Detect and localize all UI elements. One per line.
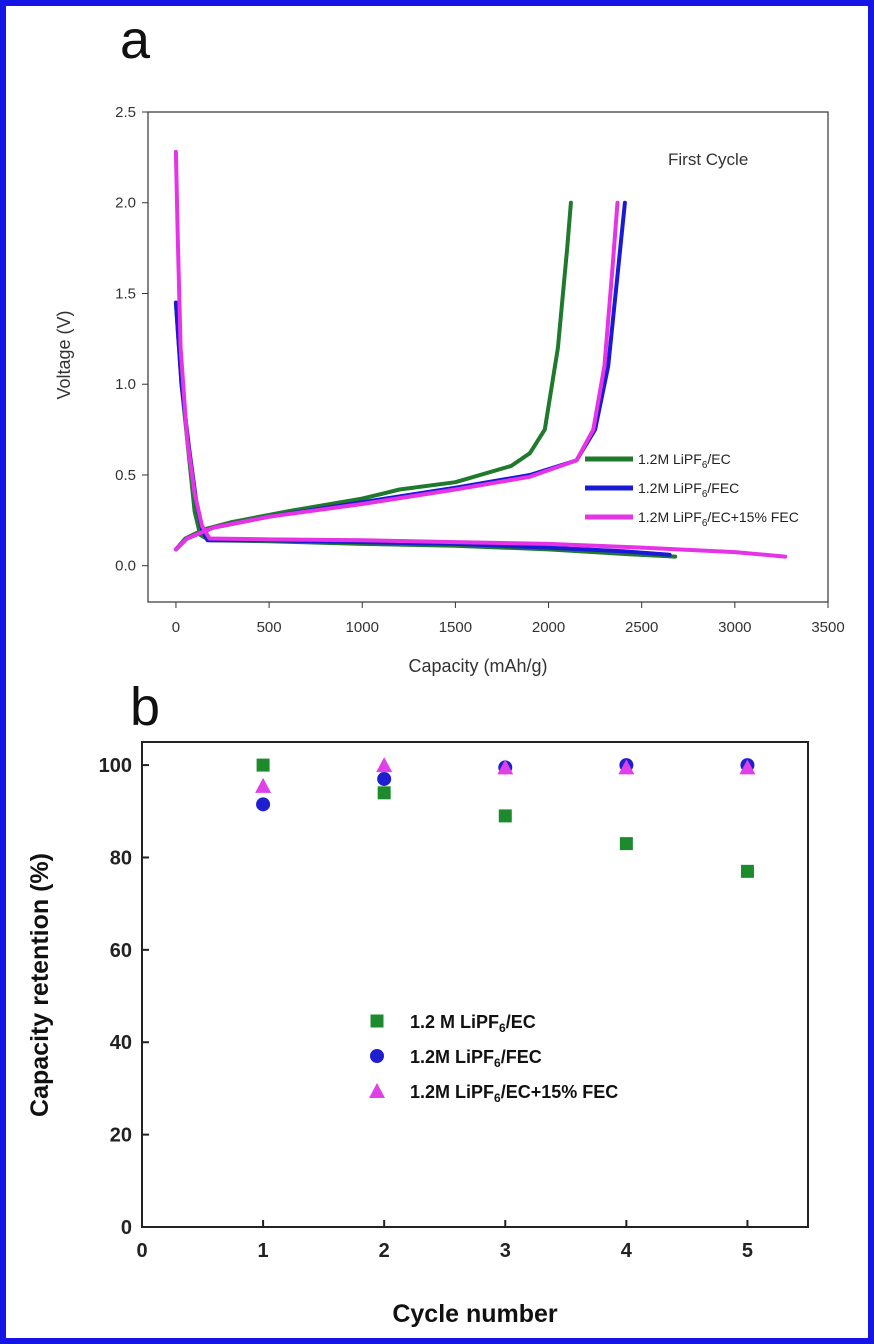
panel-a-y-tick-label: 1.0 — [115, 376, 136, 393]
panel-b-y-tick-label: 40 — [110, 1032, 132, 1054]
panel-a-ticks: 0 500 1000 1500 2000 2500 3000 3500 0.0 0.5 1.0 1.5… — [115, 104, 845, 636]
panel-a-x-tick-label: 500 — [257, 619, 282, 636]
panel-a-x-tick-label: 1500 — [439, 619, 472, 636]
panel-b-y-tick-label: 60 — [110, 940, 132, 962]
panel-b-x-tick-label: 0 — [136, 1240, 147, 1262]
panel-a-series-lines — [173, 149, 788, 559]
panel-b-x-tick-label: 3 — [500, 1240, 511, 1262]
panel-b-y-tick-label: 100 — [99, 755, 132, 777]
panel-a-x-tick-label: 3000 — [718, 619, 751, 636]
panel-b-legend-label-3: 1.2M LiPF6/EC+15% FEC — [410, 1082, 618, 1105]
panel-a-legend-label-1: 1.2M LiPF6/EC — [638, 451, 731, 471]
panel-a-x-axis-label: Capacity (mAh/g) — [408, 656, 547, 676]
panel-b-label: b — [130, 677, 160, 737]
panel-b-x-axis-label: Cycle number — [392, 1300, 558, 1328]
panel-b-x-tick-label: 4 — [621, 1240, 633, 1262]
panel-a-y-tick-label: 0.5 — [115, 467, 136, 484]
panel-b-markers — [255, 757, 756, 878]
panel-a-x-tick-label: 0 — [172, 619, 180, 636]
panel-b-series-1-point — [619, 837, 633, 851]
panel-b-y-axis-label: Capacity retention (%) — [26, 853, 54, 1117]
panel-a-annotation: First Cycle — [668, 150, 748, 169]
panel-b-series-1-point — [498, 809, 512, 823]
panel-a-y-tick-label: 2.0 — [115, 195, 136, 212]
panel-a-x-tick-label: 2500 — [625, 619, 658, 636]
panel-b-ticks: 0 1 2 3 4 5 0 20 40 60 80 100 — [99, 755, 753, 1262]
panel-b-legend-marker-1 — [370, 1014, 384, 1028]
panel-b-legend-marker-3 — [369, 1083, 385, 1098]
panel-a-legend: 1.2M LiPF6/EC 1.2M LiPF6/FEC 1.2M LiPF6/EC… — [585, 451, 799, 529]
panel-a-series-3-discharge-curve — [173, 149, 788, 559]
panel-a-label: a — [120, 10, 151, 70]
panel-b-series-1-point — [377, 786, 391, 800]
panel-b-series-3-point — [618, 759, 635, 775]
panel-b-y-tick-label: 0 — [121, 1217, 132, 1239]
panel-a-legend-label-2: 1.2M LiPF6/FEC — [638, 480, 739, 500]
panel-b-legend-marker-2 — [370, 1049, 384, 1063]
panel-b: b 0 1 2 3 4 5 0 20 40 60 80 100 Cycle number Capaci… — [26, 677, 809, 1328]
panel-b-x-tick-label: 2 — [379, 1240, 390, 1262]
panel-a-y-axis-label: Voltage (V) — [54, 310, 74, 399]
panel-b-series-2-point — [256, 797, 271, 812]
panel-b-series-2-point — [377, 771, 392, 786]
panel-b-series-3-point — [497, 759, 514, 775]
panel-a-x-tick-label: 2000 — [532, 619, 565, 636]
panel-a-y-tick-label: 1.5 — [115, 285, 136, 302]
panel-b-legend-label-2: 1.2M LiPF6/FEC — [410, 1047, 542, 1070]
panel-a-y-tick-label: 0.0 — [115, 558, 136, 575]
panel-b-series-3-point — [255, 777, 272, 793]
panel-b-series-1-point — [740, 864, 754, 878]
panel-a-x-tick-label: 1000 — [346, 619, 379, 636]
panel-b-series-3-point — [739, 759, 756, 775]
panel-b-plot-frame — [141, 741, 809, 1228]
panel-b-x-tick-label: 1 — [258, 1240, 269, 1262]
panel-a-series-3-charge-curve — [173, 200, 620, 552]
panel-b-x-tick-label: 5 — [742, 1240, 753, 1262]
panel-a-x-tick-label: 3500 — [811, 619, 844, 636]
panel-a-plot-frame — [147, 111, 829, 603]
panel-b-series-1-point — [256, 758, 270, 772]
panel-b-legend: 1.2 M LiPF6/EC 1.2M LiPF6/FEC 1.2M LiPF6/E… — [369, 1012, 618, 1105]
panel-a-y-tick-label: 2.5 — [115, 104, 136, 121]
panel-a-legend-label-3: 1.2M LiPF6/EC+15% FEC — [638, 509, 799, 529]
panel-b-series-3-point — [376, 757, 393, 773]
panel-a: a 0 500 1000 1500 2000 2500 3000 3500 0.0 0.5 1.0 1… — [54, 10, 845, 676]
panel-b-y-tick-label: 80 — [110, 847, 132, 869]
panel-b-y-tick-label: 20 — [110, 1125, 132, 1147]
panel-b-legend-label-1: 1.2 M LiPF6/EC — [410, 1012, 536, 1035]
